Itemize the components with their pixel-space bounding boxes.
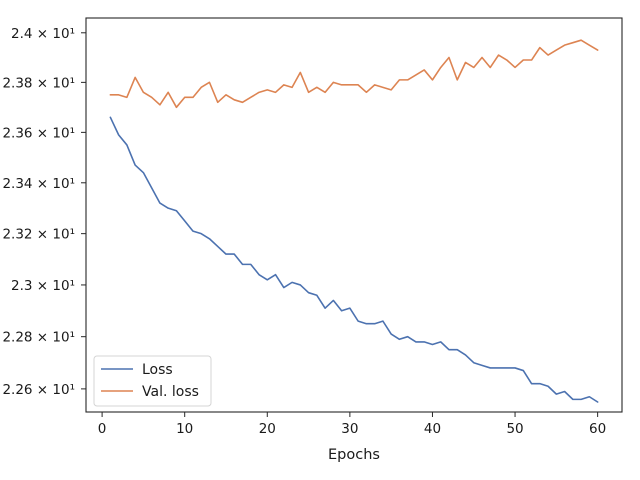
x-tick-label: 20 (259, 421, 276, 437)
y-tick-label: 2.26 × 10¹ (2, 382, 75, 398)
legend-label-val-loss: Val. loss (142, 384, 199, 400)
y-tick-label: 2.34 × 10¹ (2, 176, 75, 192)
y-tick-label: 2.36 × 10¹ (2, 125, 75, 141)
x-tick-label: 30 (341, 421, 358, 437)
axis-layer: 0 10 20 30 40 50 60 2.26 × 10¹ 2.28 × 10¹ 2.3 × 1… (2, 26, 606, 437)
series-line-val-loss (109, 39, 599, 109)
y-tick-label: 2.4 × 10¹ (11, 26, 75, 42)
x-tick-label: 10 (176, 421, 193, 437)
x-tick-label: 0 (98, 421, 107, 437)
x-tick-label: 50 (506, 421, 523, 437)
y-tick-label: 2.28 × 10¹ (2, 330, 75, 346)
x-axis-label: Epochs (328, 447, 380, 463)
y-tick-label: 2.32 × 10¹ (2, 227, 75, 243)
x-tick-label: 60 (589, 421, 606, 437)
series-line-loss (109, 116, 599, 403)
plot-frame (85, 17, 623, 413)
legend-label-loss: Loss (142, 362, 173, 378)
y-tick-label: 2.3 × 10¹ (11, 278, 75, 294)
legend: Loss Val. loss (93, 355, 212, 407)
series-layer (109, 39, 599, 403)
x-tick-label: 40 (424, 421, 441, 437)
y-tick-label: 2.38 × 10¹ (2, 75, 75, 91)
